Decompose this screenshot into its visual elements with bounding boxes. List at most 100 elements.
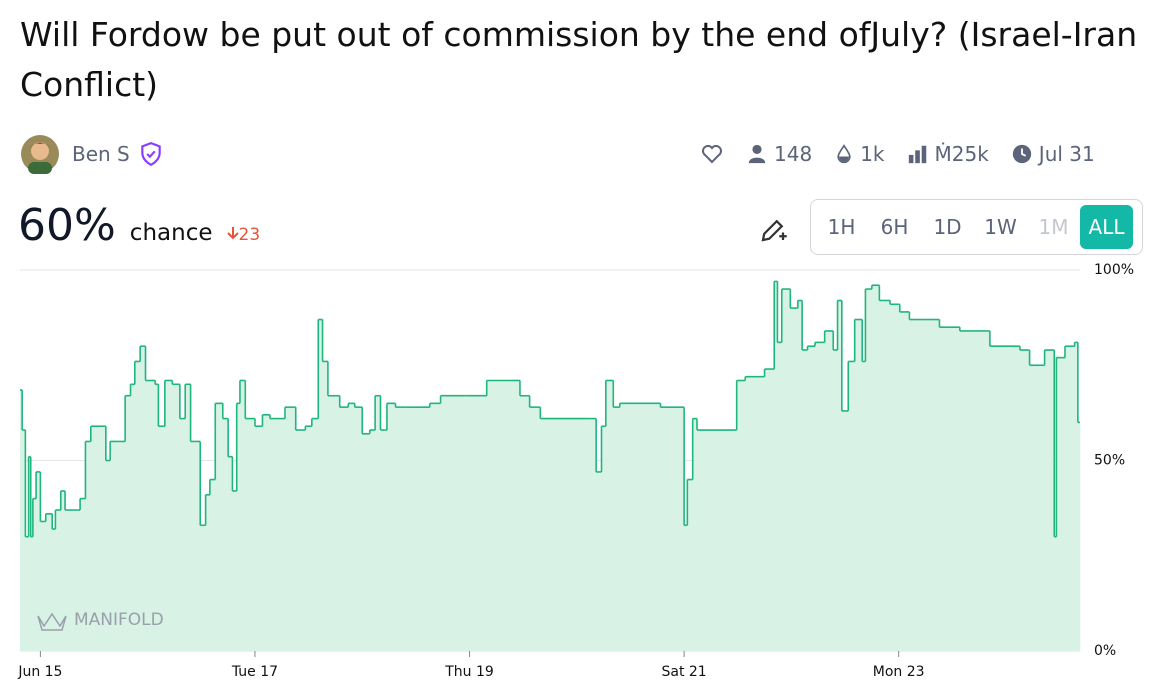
area-segment [245, 418, 256, 651]
area-segment [262, 414, 271, 651]
x-tick-label: Mon 23 [873, 664, 925, 680]
time-range-button[interactable]: 1H [827, 215, 856, 239]
person-icon [748, 144, 766, 164]
area-segment [1019, 350, 1030, 651]
area-segment [30, 536, 34, 651]
area-segment [305, 426, 313, 651]
area-segment [841, 410, 849, 651]
area-segment [619, 403, 661, 651]
area-segment [879, 300, 891, 651]
area-segment [736, 380, 746, 651]
area-segment [375, 395, 381, 651]
area-segment [745, 376, 756, 651]
area-segment [774, 281, 778, 651]
area-segment [1064, 346, 1075, 651]
area-segment [28, 456, 32, 651]
area-segment [200, 525, 206, 651]
area-segment [890, 304, 901, 651]
area-segment [924, 319, 940, 651]
area-segment [125, 395, 131, 651]
area-segment [179, 418, 186, 651]
area-segment [295, 430, 306, 651]
area-segment [52, 529, 56, 651]
area-segment [781, 289, 791, 651]
area-segment [613, 407, 621, 651]
area-segment [684, 525, 688, 651]
area-segment [1044, 350, 1055, 651]
liquidity: 1k [834, 142, 885, 166]
time-range-button[interactable]: 1M [1038, 215, 1069, 239]
volume: Ṁ25k [907, 142, 989, 166]
author-row: Ben S [20, 134, 164, 174]
time-range-button[interactable]: 1D [933, 215, 962, 239]
area-segment [164, 380, 173, 651]
area-segment [1054, 536, 1057, 651]
area-segment [130, 384, 136, 651]
area-segment [20, 390, 23, 651]
area-segment [512, 380, 521, 651]
area-segment [90, 426, 101, 651]
area-segment [1074, 342, 1079, 651]
volume-amount: Ṁ25k [934, 142, 989, 166]
x-tick-label: Sat 21 [661, 664, 706, 680]
area-segment [790, 308, 799, 651]
area-segment [222, 418, 229, 651]
area-segment [45, 513, 53, 651]
area-segment [1029, 365, 1045, 651]
bars-icon [908, 145, 926, 164]
time-range-button[interactable]: 6H [880, 215, 909, 239]
area-segment [909, 319, 925, 651]
area-segment [322, 361, 329, 651]
area-segment [854, 319, 863, 651]
area-segment [100, 426, 107, 651]
area-segment [228, 456, 233, 651]
like-icon[interactable] [700, 142, 724, 166]
area-segment [754, 376, 765, 651]
area-segment [362, 433, 371, 651]
traders-count: 148 [774, 142, 813, 166]
area-segment [939, 327, 961, 651]
area-segment [696, 430, 734, 651]
area-segment [777, 342, 783, 651]
area-segment [605, 380, 614, 651]
area-segment [236, 403, 241, 651]
area-segment [865, 289, 873, 651]
area-segment [429, 403, 441, 651]
area-segment [405, 407, 431, 651]
drop-icon [837, 144, 851, 164]
area-segment [764, 369, 775, 651]
area-segment [285, 407, 297, 651]
area-segment [75, 510, 81, 651]
liquidity-amount: 1k [860, 142, 885, 166]
x-tick-label: Jun 15 [17, 664, 62, 680]
avatar[interactable] [20, 134, 60, 174]
area-segment [232, 490, 238, 651]
author-name[interactable]: Ben S [72, 142, 130, 166]
area-segment [899, 311, 910, 651]
area-segment [110, 441, 120, 651]
traders: 148 [746, 142, 812, 166]
area-segment [380, 430, 388, 651]
probability-value: 60% [18, 200, 116, 251]
area-segment [989, 346, 1021, 651]
area-segment [172, 384, 181, 651]
y-tick-label: 100% [1094, 262, 1134, 278]
area-segment [589, 418, 597, 651]
close-date: Jul 31 [1011, 142, 1095, 166]
area-segment [190, 441, 196, 651]
area-segment [36, 471, 41, 651]
area-segment [60, 490, 66, 651]
area-segment [25, 536, 29, 651]
edit-icon[interactable] [758, 215, 788, 245]
x-tick-label: Thu 19 [444, 664, 494, 680]
area-segment [486, 380, 513, 651]
x-tick-label: Tue 17 [231, 664, 278, 680]
area-segment [65, 510, 77, 651]
time-range-button[interactable]: 1W [984, 215, 1017, 239]
watermark-text: MANIFOLD [74, 610, 164, 630]
area-segment [807, 346, 816, 651]
verified-badge [141, 142, 161, 167]
time-range-button[interactable]: ALL [1080, 205, 1133, 249]
area-segment [871, 285, 880, 651]
area-segment [269, 418, 286, 651]
